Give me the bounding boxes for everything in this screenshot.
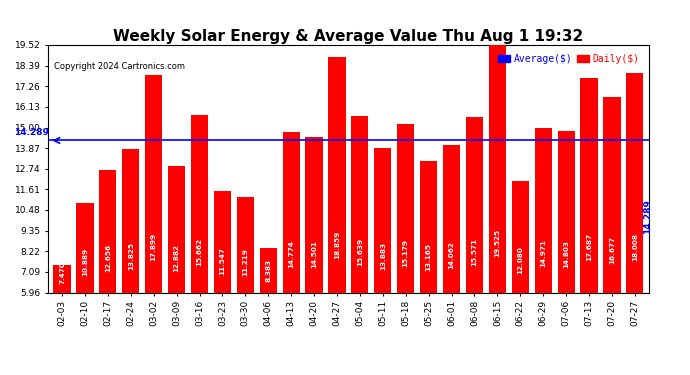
Bar [351,116,368,292]
Text: 14.803: 14.803 [563,240,569,268]
Text: 12.882: 12.882 [174,244,179,272]
Bar [420,161,437,292]
Text: 11.219: 11.219 [242,248,248,276]
Bar [191,116,208,292]
Text: 14.062: 14.062 [448,242,455,269]
Text: 13.883: 13.883 [380,242,386,270]
Text: 15.662: 15.662 [197,238,203,266]
Bar [283,132,299,292]
Bar [214,190,231,292]
Text: 14.501: 14.501 [311,240,317,268]
Bar [259,248,277,292]
Text: 17.899: 17.899 [150,233,157,261]
Text: 10.889: 10.889 [82,248,88,276]
Text: 15.179: 15.179 [403,239,408,267]
Bar [603,97,620,292]
Bar [168,166,185,292]
Bar [558,131,575,292]
Text: 14.774: 14.774 [288,240,294,268]
Text: 16.677: 16.677 [609,236,615,264]
Bar [512,181,529,292]
Text: 8.383: 8.383 [265,259,271,282]
Text: 13.825: 13.825 [128,242,134,270]
Text: 14.289: 14.289 [14,128,49,137]
Text: 13.165: 13.165 [426,243,432,271]
Bar [627,73,644,292]
Bar [466,117,483,292]
Text: 17.687: 17.687 [586,233,592,261]
Text: Copyright 2024 Cartronics.com: Copyright 2024 Cartronics.com [55,62,186,71]
Bar [443,145,460,292]
Text: 18.008: 18.008 [632,232,638,261]
Bar [145,75,162,292]
Text: 18.859: 18.859 [334,231,340,259]
Bar [328,57,346,292]
Text: 14.289: 14.289 [643,199,652,234]
Text: 7.470: 7.470 [59,261,65,284]
Text: 19.525: 19.525 [494,229,500,257]
Text: 11.547: 11.547 [219,247,226,275]
Legend: Average($), Daily($): Average($), Daily($) [494,50,644,68]
Text: 12.656: 12.656 [105,244,111,272]
Bar [77,202,94,292]
Bar [122,149,139,292]
Bar [237,196,254,292]
Text: 14.971: 14.971 [540,239,546,267]
Text: 15.571: 15.571 [471,238,477,266]
Bar [580,78,598,292]
Bar [99,170,117,292]
Title: Weekly Solar Energy & Average Value Thu Aug 1 19:32: Weekly Solar Energy & Average Value Thu … [113,29,584,44]
Bar [53,265,70,292]
Bar [397,124,414,292]
Text: 12.080: 12.080 [518,246,523,274]
Bar [535,128,552,292]
Bar [374,148,391,292]
Bar [489,45,506,292]
Text: 15.639: 15.639 [357,238,363,266]
Bar [306,136,323,292]
